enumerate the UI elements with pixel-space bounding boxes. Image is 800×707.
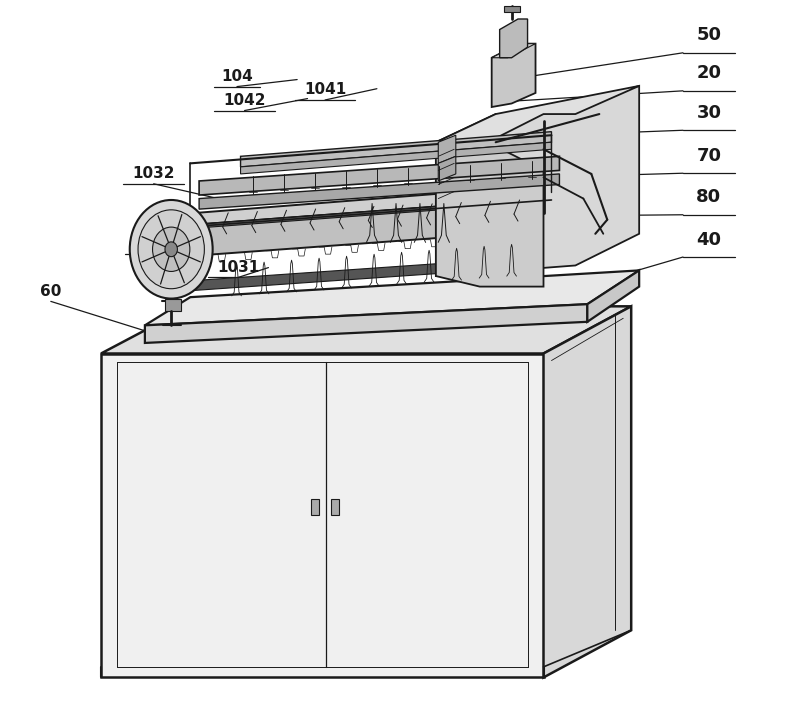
Polygon shape	[436, 86, 639, 142]
Polygon shape	[436, 142, 543, 286]
Polygon shape	[492, 44, 535, 107]
Polygon shape	[145, 270, 639, 325]
Text: 70: 70	[697, 147, 722, 165]
Text: 40: 40	[697, 230, 722, 249]
Polygon shape	[587, 270, 639, 322]
Polygon shape	[543, 306, 631, 677]
Polygon shape	[175, 226, 186, 271]
Text: 101: 101	[132, 236, 163, 252]
Text: 80: 80	[696, 188, 722, 206]
Polygon shape	[492, 44, 535, 58]
Ellipse shape	[165, 242, 178, 257]
Polygon shape	[178, 257, 543, 291]
Text: 104: 104	[221, 69, 253, 84]
Ellipse shape	[130, 200, 213, 298]
Polygon shape	[241, 142, 551, 174]
Text: 50: 50	[697, 26, 722, 45]
Polygon shape	[241, 132, 551, 167]
Text: 1031: 1031	[217, 259, 259, 274]
Polygon shape	[145, 304, 587, 343]
Polygon shape	[436, 86, 639, 276]
Polygon shape	[165, 298, 181, 311]
Polygon shape	[199, 156, 559, 195]
Ellipse shape	[153, 227, 190, 271]
Polygon shape	[438, 156, 456, 181]
Polygon shape	[101, 306, 631, 354]
Bar	[331, 499, 339, 515]
Text: 20: 20	[697, 64, 722, 83]
Polygon shape	[101, 354, 543, 677]
Text: 60: 60	[40, 284, 62, 298]
Polygon shape	[186, 199, 543, 229]
Text: 1041: 1041	[304, 82, 346, 97]
Polygon shape	[504, 6, 519, 12]
Polygon shape	[500, 19, 527, 58]
Text: 1042: 1042	[223, 93, 266, 107]
Polygon shape	[186, 199, 543, 257]
Polygon shape	[186, 185, 555, 226]
Text: 30: 30	[697, 104, 722, 122]
Ellipse shape	[138, 210, 204, 288]
Text: 1032: 1032	[133, 166, 175, 181]
Polygon shape	[438, 135, 456, 163]
Bar	[310, 499, 318, 515]
Polygon shape	[199, 174, 559, 209]
